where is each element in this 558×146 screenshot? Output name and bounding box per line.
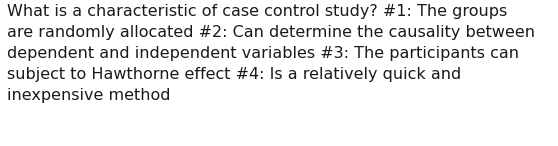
- Text: What is a characteristic of case control study? #1: The groups
are randomly allo: What is a characteristic of case control…: [7, 4, 535, 103]
